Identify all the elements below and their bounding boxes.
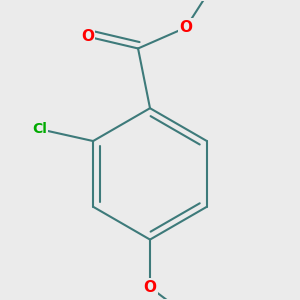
Text: O: O: [179, 20, 192, 35]
Text: O: O: [81, 29, 94, 44]
Text: O: O: [143, 280, 157, 295]
Text: Cl: Cl: [32, 122, 47, 136]
